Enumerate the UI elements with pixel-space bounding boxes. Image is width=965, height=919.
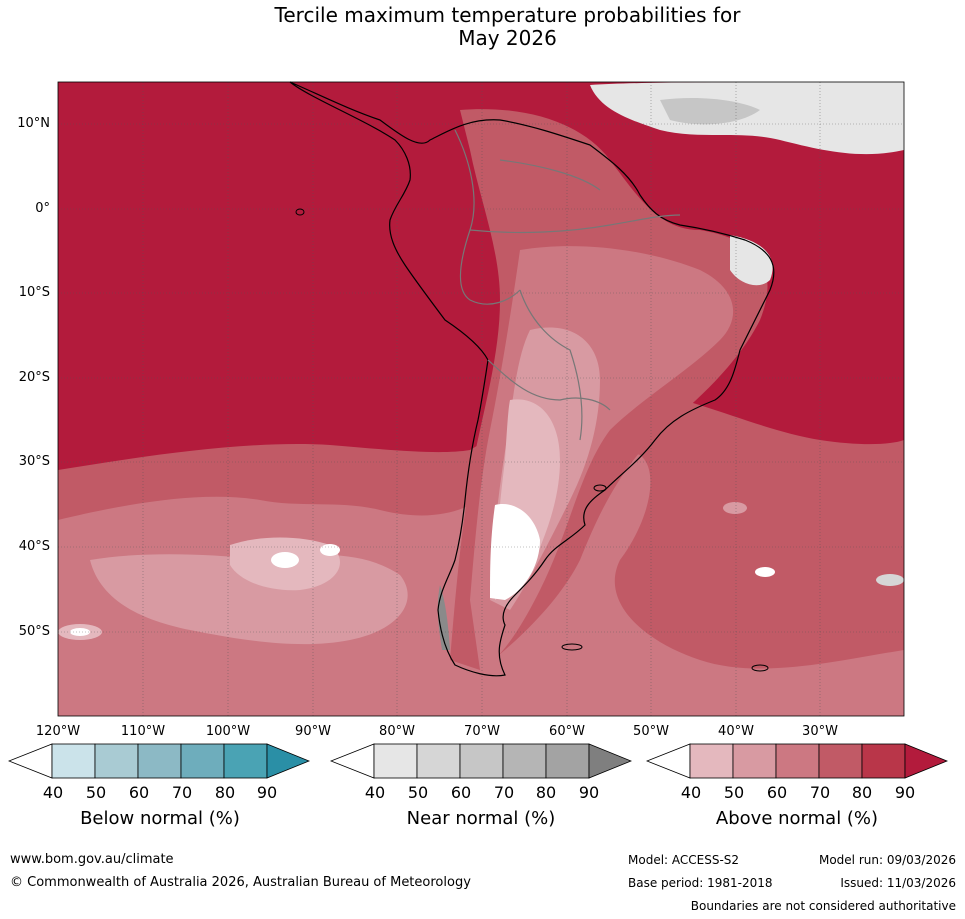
lat-label-30s: 30°S — [18, 454, 50, 469]
lon-label-40w: 40°W — [718, 724, 754, 739]
lat-label-10n: 10°N — [17, 116, 50, 131]
tick: 90 — [894, 783, 916, 802]
tick: 40 — [42, 783, 64, 802]
lat-label-40s: 40°S — [18, 539, 50, 554]
lon-label-60w: 60°W — [549, 724, 585, 739]
colorbar-segment — [732, 743, 777, 779]
near-normal-title: Near normal (%) — [406, 808, 556, 829]
tick: 70 — [171, 783, 193, 802]
grid-lines — [58, 82, 904, 716]
patch-40 — [755, 567, 775, 577]
lon-label-80w: 80°W — [379, 724, 415, 739]
lat-label-50s: 50°S — [18, 624, 50, 639]
map-title: Tercile maximum temperature probabilitie… — [0, 4, 965, 50]
near-normal-patch — [876, 574, 904, 586]
colorbar-segment — [545, 743, 590, 779]
lon-label-90w: 90°W — [295, 724, 331, 739]
colorbar-lower-extension — [8, 743, 53, 779]
tick: 40 — [364, 783, 386, 802]
boundaries-disclaimer: Boundaries are not considered authoritat… — [690, 899, 956, 913]
lon-label-110w: 110°W — [120, 724, 166, 739]
model-run-date: Model run: 09/03/2026 — [818, 853, 956, 867]
patagonia-near-normal — [437, 585, 450, 650]
above-normal-colorbar — [646, 743, 948, 779]
colorbar-segment — [502, 743, 547, 779]
tick: 80 — [535, 783, 557, 802]
near-normal-region-brazil — [730, 235, 773, 286]
colorbar-segment — [180, 743, 225, 779]
tick: 40 — [680, 783, 702, 802]
country-boundaries — [454, 129, 681, 441]
colorbar-segment — [818, 743, 863, 779]
title-line-1: Tercile maximum temperature probabilitie… — [274, 3, 741, 27]
colorbar-lower-extension — [646, 743, 691, 779]
colorbar-segment — [94, 743, 139, 779]
tick: 50 — [85, 783, 107, 802]
lon-label-120w: 120°W — [35, 724, 81, 739]
title-line-2: May 2026 — [458, 26, 557, 50]
tick: 60 — [450, 783, 472, 802]
patch-40 — [271, 552, 299, 568]
colorbar-upper-extension — [588, 743, 632, 779]
near-normal-colorbar — [330, 743, 632, 779]
below-normal-colorbar — [8, 743, 310, 779]
colorbar-segment — [459, 743, 504, 779]
patch-40 — [320, 544, 340, 556]
colorbar-segment — [689, 743, 734, 779]
colorbar-lower-extension — [330, 743, 375, 779]
colorbar-segment — [137, 743, 182, 779]
tick: 80 — [214, 783, 236, 802]
colorbar-segment — [416, 743, 461, 779]
base-period: Base period: 1981-2018 — [628, 876, 773, 890]
tick: 50 — [407, 783, 429, 802]
near-normal-region-60 — [660, 98, 760, 125]
lon-label-70w: 70°W — [464, 724, 500, 739]
below-normal-title: Below normal (%) — [80, 808, 240, 829]
colorbar-segment — [373, 743, 418, 779]
model-name: Model: ACCESS-S2 — [628, 853, 740, 867]
colorbar-segment — [223, 743, 268, 779]
tick: 60 — [128, 783, 150, 802]
islands — [295, 208, 769, 672]
colorbar-segment — [51, 743, 96, 779]
above-normal-title: Above normal (%) — [715, 808, 879, 829]
colorbar-segment — [775, 743, 820, 779]
lon-label-30w: 30°W — [802, 724, 838, 739]
map-frame — [57, 81, 905, 717]
lat-label-0: 0° — [35, 201, 50, 216]
colorbar-segment — [861, 743, 906, 779]
tick: 70 — [493, 783, 515, 802]
lat-label-20s: 20°S — [18, 370, 50, 385]
tick: 60 — [766, 783, 788, 802]
tick: 90 — [578, 783, 600, 802]
colorbar-upper-extension — [266, 743, 310, 779]
continent-region-40 — [490, 504, 540, 600]
tick: 50 — [723, 783, 745, 802]
lon-label-50w: 50°W — [633, 724, 669, 739]
coastline — [289, 81, 775, 677]
lon-label-100w: 100°W — [205, 724, 251, 739]
tick: 70 — [809, 783, 831, 802]
patch-60 — [723, 502, 747, 514]
lat-label-10s: 10°S — [18, 285, 50, 300]
tick: 90 — [256, 783, 278, 802]
colorbar-upper-extension — [904, 743, 948, 779]
tick: 80 — [851, 783, 873, 802]
copyright-text: © Commonwealth of Australia 2026, Austra… — [10, 875, 471, 890]
website-link[interactable]: www.bom.gov.au/climate — [10, 852, 174, 867]
issued-date: Issued: 11/03/2026 — [840, 876, 956, 890]
